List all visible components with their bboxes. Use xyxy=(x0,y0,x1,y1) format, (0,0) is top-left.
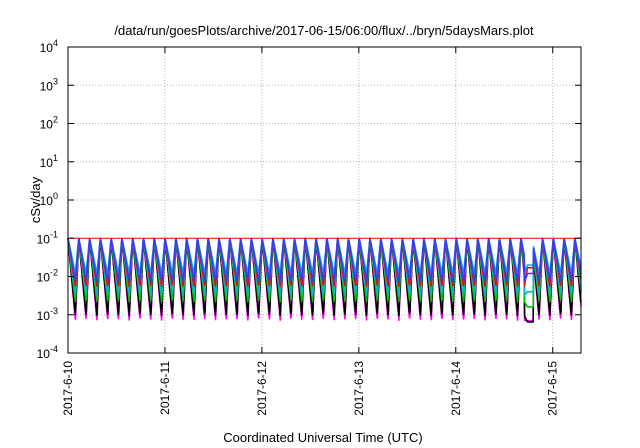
x-tick-label: 2017-6-13 xyxy=(352,361,366,416)
y-tick-label: 103 xyxy=(40,76,58,93)
ticks xyxy=(67,46,581,354)
y-tick-label: 101 xyxy=(40,153,58,170)
y-tick-label: 10-1 xyxy=(37,229,58,246)
y-axis-label: cSv/day xyxy=(28,176,43,223)
chart-title: /data/run/goesPlots/archive/2017-06-15/0… xyxy=(114,23,534,38)
x-tick-label: 2017-6-12 xyxy=(255,361,269,416)
x-tick-label: 2017-6-14 xyxy=(449,361,463,416)
y-tick-label: 100 xyxy=(40,191,58,208)
x-tick-label: 2017-6-15 xyxy=(546,361,560,416)
x-tick-labels: 2017-6-10 2017-6-11 2017-6-12 2017-6-13 2017… xyxy=(61,361,560,416)
x-axis-label: Coordinated Universal Time (UTC) xyxy=(223,430,422,445)
y-tick-labels: 10-4 10-3 10-2 10-1 100 101 102 103 104 xyxy=(37,38,58,361)
x-tick-label: 2017-6-10 xyxy=(61,361,75,416)
y-tick-label: 10-2 xyxy=(37,268,58,285)
series-lines xyxy=(67,237,582,323)
series-line xyxy=(67,237,582,283)
y-tick-label: 10-3 xyxy=(37,306,58,323)
grid xyxy=(68,47,581,353)
y-tick-label: 104 xyxy=(40,38,58,55)
y-tick-label: 102 xyxy=(40,115,58,132)
x-tick-label: 2017-6-11 xyxy=(158,361,172,415)
y-tick-label: 10-4 xyxy=(37,344,58,361)
